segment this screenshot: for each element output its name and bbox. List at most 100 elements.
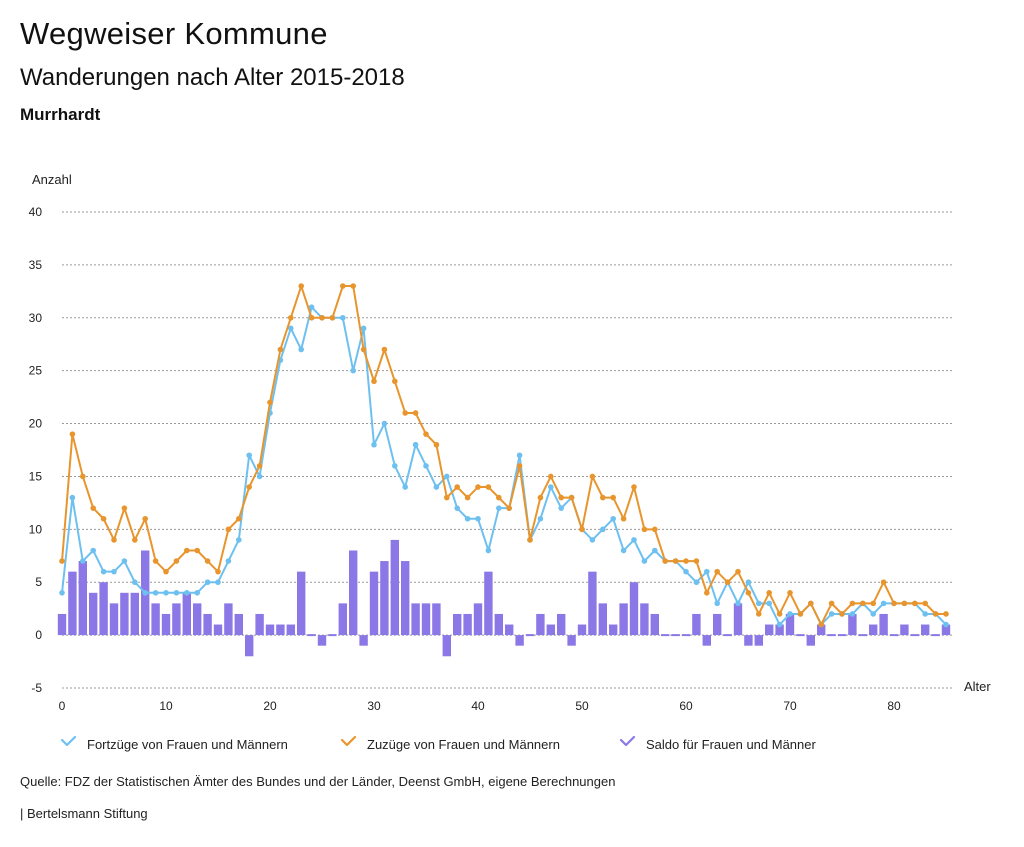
series-point-1 <box>693 579 700 586</box>
saldo-bar <box>598 603 607 636</box>
saldo-bar <box>941 624 951 636</box>
series-point-1 <box>184 590 190 596</box>
series-point-2 <box>100 515 107 522</box>
saldo-bar <box>286 624 295 636</box>
series-point-2 <box>360 346 367 353</box>
series-point-2 <box>735 568 741 575</box>
series-point-2 <box>620 515 627 522</box>
saldo-bar <box>193 603 202 636</box>
x-tick-label: 30 <box>367 699 381 713</box>
series-point-1 <box>464 515 471 522</box>
series-point-1 <box>173 590 180 596</box>
saldo-bar <box>203 613 212 636</box>
series-point-1 <box>152 590 159 596</box>
saldo-bar <box>484 571 493 636</box>
series-point-2 <box>152 558 159 564</box>
x-tick-label: 70 <box>783 699 797 713</box>
series-line-1 <box>61 306 947 626</box>
series-point-2 <box>693 558 700 564</box>
series-point-2 <box>579 526 585 533</box>
series-point-2 <box>860 600 866 607</box>
saldo-bar <box>744 635 753 646</box>
saldo-bar <box>473 603 483 636</box>
saldo-bar <box>515 635 524 646</box>
saldo-bar <box>317 635 327 646</box>
series-point-1 <box>402 484 409 490</box>
saldo-bar <box>57 613 67 636</box>
x-axis-title: Alter <box>964 679 991 694</box>
saldo-bar <box>255 613 264 636</box>
x-tick-label: 50 <box>575 699 589 713</box>
y-tick-label: 35 <box>29 258 43 272</box>
publisher-note: | Bertelsmann Stiftung <box>20 806 148 821</box>
series-point-1 <box>589 537 596 543</box>
saldo-bar <box>245 635 254 657</box>
series-point-2 <box>641 526 648 533</box>
series-point-2 <box>828 600 835 607</box>
series-point-1 <box>600 526 606 533</box>
series-point-2 <box>766 590 772 596</box>
y-tick-label: 25 <box>29 364 43 378</box>
series-point-2 <box>527 537 533 543</box>
legend-item: Saldo für Frauen und Männer <box>619 735 816 752</box>
saldo-bar <box>557 613 566 636</box>
saldo-bar <box>921 624 930 636</box>
series-point-2 <box>412 410 419 416</box>
series-point-1 <box>360 325 367 332</box>
saldo-bar <box>120 592 129 636</box>
saldo-bar <box>609 624 618 636</box>
series-point-2 <box>839 611 845 617</box>
series-point-1 <box>704 568 710 575</box>
series-point-1 <box>683 568 689 575</box>
saldo-bar <box>681 634 691 637</box>
series-point-2 <box>69 431 76 437</box>
saldo-bar <box>401 561 410 636</box>
series-point-1 <box>350 367 357 374</box>
series-point-2 <box>787 590 793 596</box>
series-point-2 <box>225 526 232 533</box>
saldo-bar <box>765 624 774 636</box>
series-point-1 <box>828 611 835 617</box>
series-point-2 <box>236 515 242 522</box>
series-point-2 <box>277 346 284 353</box>
series-point-1 <box>194 590 200 596</box>
saldo-bar <box>297 571 306 636</box>
x-tick-label: 0 <box>59 699 66 713</box>
x-tick-label: 20 <box>263 699 277 713</box>
series-point-1 <box>215 579 221 586</box>
series-point-1 <box>496 505 502 511</box>
series-point-2 <box>319 314 325 321</box>
series-point-2 <box>797 611 804 617</box>
series-point-2 <box>464 494 471 501</box>
legend-item: Zuzüge von Frauen und Männern <box>340 735 560 752</box>
saldo-bar <box>68 571 77 636</box>
series-point-2 <box>849 600 856 607</box>
saldo-bar <box>99 582 108 636</box>
series-point-1 <box>298 346 305 353</box>
series-point-2 <box>943 611 949 617</box>
series-point-1 <box>246 452 252 459</box>
saldo-bar <box>161 613 171 636</box>
saldo-bar <box>130 592 139 636</box>
series-point-2 <box>204 558 211 564</box>
series-point-2 <box>423 431 429 437</box>
y-tick-label: 15 <box>29 469 43 483</box>
saldo-bar <box>640 603 649 636</box>
series-point-2 <box>610 494 616 501</box>
series-point-2 <box>381 346 388 353</box>
series-point-2 <box>485 484 492 490</box>
series-point-1 <box>371 441 377 448</box>
series-point-1 <box>256 473 263 480</box>
series-point-1 <box>392 463 398 469</box>
saldo-bar <box>411 603 420 636</box>
saldo-bar <box>889 634 899 637</box>
series-point-2 <box>444 494 450 501</box>
y-tick-label: 0 <box>35 628 42 642</box>
saldo-bar <box>785 613 795 636</box>
line-series <box>59 283 949 628</box>
saldo-bar <box>432 603 441 636</box>
saldo-bar <box>837 634 847 637</box>
series-point-1 <box>90 547 96 554</box>
source-note: Quelle: FDZ der Statistischen Ämter des … <box>20 774 616 789</box>
chart-subtitle: Wanderungen nach Alter 2015-2018 <box>20 64 405 91</box>
